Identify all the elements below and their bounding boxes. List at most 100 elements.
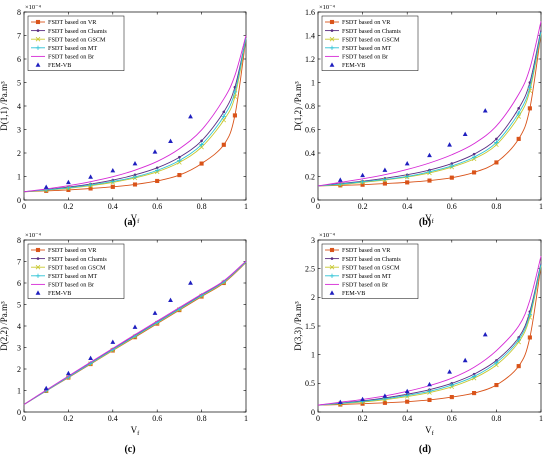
legend-marker-Chamis [330, 257, 334, 260]
fem-vb-point [168, 297, 173, 302]
y-tick-label: 8 [17, 8, 21, 17]
panel-label: (d) [419, 444, 431, 455]
y-tick-label: 0 [17, 196, 21, 205]
y-tick-label: 4 [17, 102, 21, 111]
x-tick-label: 0 [316, 202, 320, 211]
fem-vb-point [427, 381, 432, 387]
y-tick-label: 7 [17, 31, 21, 40]
x-tick-label: 0.2 [358, 414, 368, 423]
legend-label: FSDT based on GSCM [48, 264, 106, 271]
data-point-VR [221, 142, 226, 147]
y-tick-label: 0.2 [305, 172, 315, 181]
fem-vb-point [132, 160, 138, 166]
fem-vb-point [152, 149, 158, 154]
data-point-MT [494, 140, 499, 145]
data-point-MT [155, 168, 160, 173]
data-point-VR [516, 364, 521, 369]
data-point-Chamis [222, 110, 226, 114]
legend-marker-VR [329, 19, 335, 25]
y-tick-label: 3 [311, 236, 315, 245]
fem-vb-point [43, 184, 49, 189]
y-tick-label: 8 [17, 236, 21, 245]
legend-box [321, 15, 419, 71]
x-tick-label: 0.6 [447, 202, 457, 211]
data-point-VR [516, 136, 521, 141]
legend-label: FSDT based on VR [342, 247, 391, 254]
y-axis-label: D(1,1) /Pa.m³ [0, 81, 9, 131]
legend-label: FSDT based on Br [48, 282, 94, 289]
data-point-VR [494, 383, 499, 388]
data-point-MT [471, 374, 477, 379]
y-tick-label: 0 [311, 408, 315, 417]
data-point-VR [199, 161, 204, 166]
legend-marker-MT [329, 45, 335, 50]
chart-panel-3: 0 0.2 0.4 0.6 0.8 1 0 0.5 1 1.5 2 2.5 3 ×10⁻⁴ Vf D(3,3)… [293, 232, 543, 455]
data-point-MT [516, 337, 521, 342]
x-tick-label: 0 [316, 414, 320, 423]
legend-label: FSDT based on VR [48, 247, 97, 254]
data-point-VR [449, 175, 454, 180]
legend-label: FSDT based on Chamis [342, 28, 401, 35]
y-tick-label: 1.2 [305, 55, 315, 64]
x-tick-label: 0.6 [152, 414, 162, 423]
data-point-VR [132, 182, 138, 187]
x-axis-label: Vf [425, 425, 435, 437]
panel-label: (c) [124, 444, 135, 455]
data-point-Chamis [200, 139, 203, 143]
chart-panel-0: 0 0.2 0.4 0.6 0.8 1 0 1 2 3 4 5 6 7 8 ×10⁻⁴ Vf D(1,1) /Pa… [0, 4, 248, 228]
y-tick-label: 4 [17, 322, 21, 331]
data-point-MT [405, 393, 410, 398]
data-point-Chamis [517, 107, 520, 110]
fem-vb-point [110, 168, 116, 173]
y-tick-label: 1 [17, 172, 21, 181]
data-point-VR [177, 173, 182, 178]
y-tick-label: 7 [17, 257, 21, 266]
data-point-MT [88, 182, 93, 188]
legend-marker-FEM [35, 62, 41, 67]
legend-label: FSDT based on MT [48, 273, 97, 280]
fem-vb-point [404, 388, 410, 394]
legend-marker-MT [329, 273, 335, 278]
legend-marker-Chamis [36, 257, 40, 260]
legend-label: FEM-VB [342, 290, 365, 297]
y-tick-label: 3 [17, 343, 21, 352]
data-point-MT [110, 179, 115, 184]
axis-exponent: ×10⁻⁴ [25, 4, 42, 11]
data-point-Chamis [450, 162, 454, 165]
y-tick-label: 2 [17, 365, 21, 374]
fem-vb-point [110, 339, 116, 344]
y-tick-label: 2 [17, 149, 21, 158]
legend-marker-MT [35, 45, 41, 50]
data-point-MT [494, 360, 499, 365]
fem-vb-point [337, 177, 343, 182]
x-tick-label: 0.8 [491, 414, 501, 423]
x-tick-label: 0.6 [447, 414, 457, 423]
series-line-Br [317, 21, 542, 187]
data-point-VR [472, 391, 477, 396]
legend-label: FSDT based on VR [48, 19, 97, 26]
data-point-Chamis [155, 166, 159, 170]
y-tick-label: 6 [17, 279, 21, 288]
y-tick-label: 0.5 [305, 379, 315, 388]
data-point-MT [527, 312, 533, 317]
data-point-MT [449, 382, 454, 388]
legend-label: FSDT based on MT [342, 273, 391, 280]
data-point-VR [382, 181, 387, 186]
y-tick-label: 0 [311, 196, 315, 205]
y-tick-label: 1 [311, 78, 315, 87]
legend-label: FSDT based on GSCM [342, 264, 400, 271]
data-point-VR [494, 160, 499, 165]
data-point-VR [427, 397, 432, 403]
data-point-Chamis [472, 152, 476, 156]
fem-vb-point [404, 160, 410, 166]
legend-marker-GSCM [35, 264, 41, 270]
legend-label: FSDT based on GSCM [342, 36, 400, 43]
data-point-MT [177, 158, 182, 163]
x-tick-label: 1 [244, 202, 248, 211]
data-point-MT [405, 174, 410, 179]
legend-label: FSDT based on MT [342, 45, 391, 52]
y-tick-label: 2.5 [305, 264, 315, 273]
